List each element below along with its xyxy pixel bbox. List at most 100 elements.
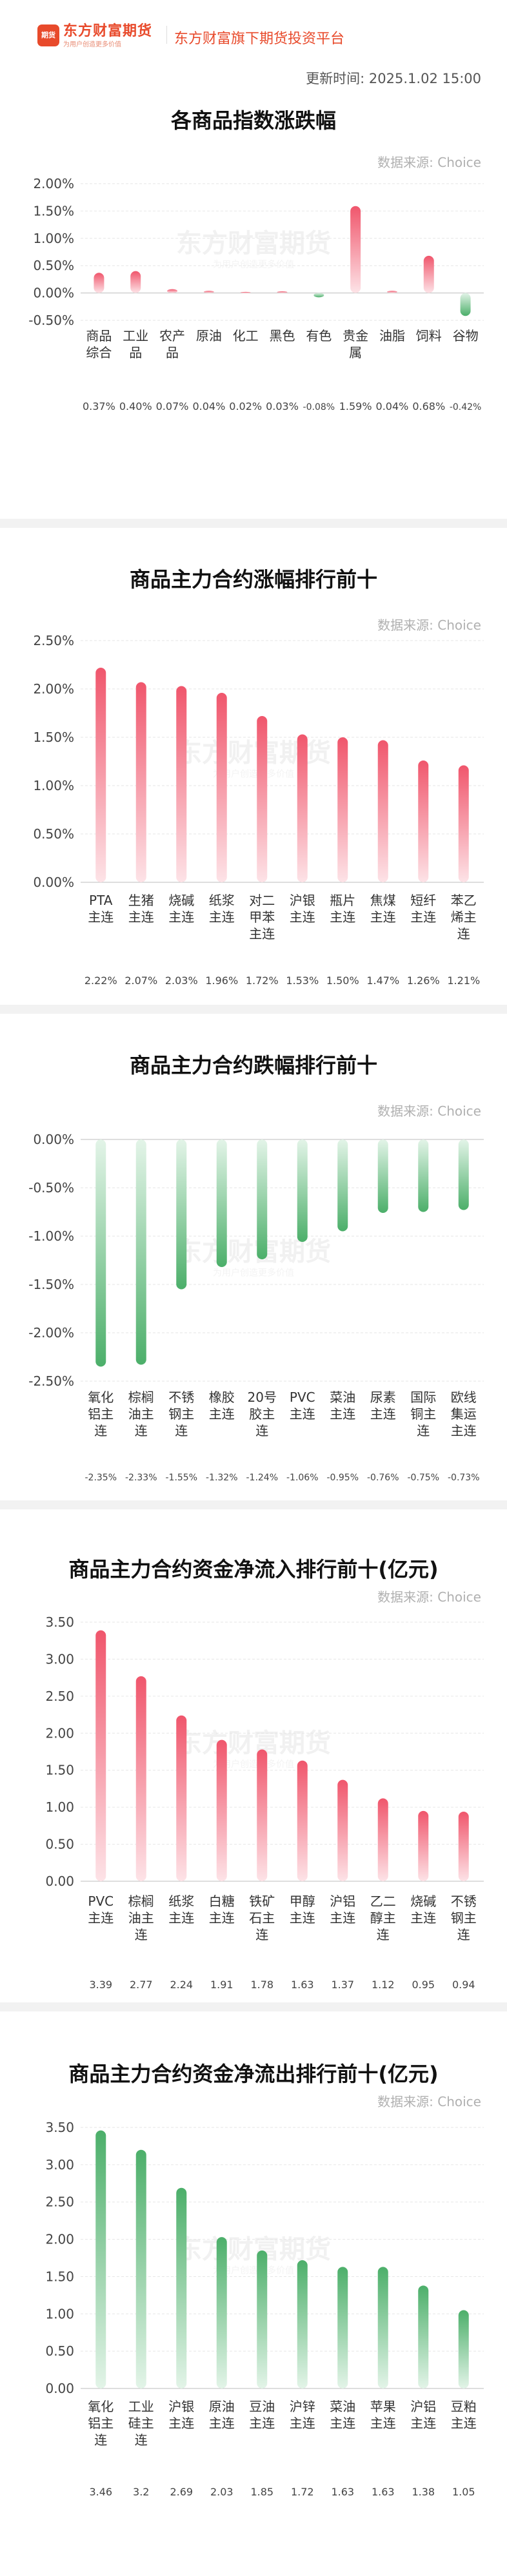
category-label: PVC [88, 1893, 114, 1909]
category-label: 主连 [249, 926, 275, 942]
value-label: -0.75% [407, 1473, 439, 1483]
category-label: 油主 [128, 1910, 154, 1926]
category-label: 烧碱 [168, 893, 194, 908]
value-label: 1.38 [412, 2486, 435, 2498]
value-label: 2.22% [84, 974, 117, 987]
category-label: 工业 [128, 2399, 154, 2414]
y-tick-label: -0.50% [28, 313, 74, 328]
y-tick-label: -1.50% [28, 1277, 74, 1292]
value-label: 1.91 [210, 1979, 234, 1991]
y-tick-label: 3.50 [45, 1614, 74, 1630]
data-source: 数据来源: Choice [377, 155, 481, 170]
value-label: 1.12 [372, 1979, 395, 1991]
category-label: 主连 [330, 909, 355, 925]
category-label: 菜油 [330, 1390, 355, 1405]
y-tick-label: 3.50 [45, 2120, 74, 2135]
value-label: 0.04% [192, 400, 225, 412]
value-label: 0.04% [376, 400, 409, 412]
header-divider [166, 26, 167, 44]
category-label: 沪锌 [290, 2399, 315, 2414]
brand-name: 东方财富期货 [63, 23, 153, 39]
category-label: 农产 [159, 328, 185, 344]
category-label: 谷物 [453, 328, 479, 344]
value-label: 0.03% [266, 400, 299, 412]
value-label: 1.63 [331, 2486, 354, 2498]
bar [216, 693, 227, 882]
y-tick-label: 1.00% [33, 778, 74, 793]
value-label: 1.96% [205, 974, 238, 987]
category-label: 连 [135, 1423, 148, 1438]
bar [460, 293, 471, 316]
y-tick-label: 0.50% [33, 258, 74, 273]
category-label: 烧碱 [410, 1893, 436, 1909]
y-tick-label: 2.50 [45, 1689, 74, 1704]
value-label: 1.47% [366, 974, 399, 987]
y-tick-label: 1.50 [45, 2269, 74, 2284]
category-label: 铁矿 [249, 1893, 275, 1909]
chart-title: 商品主力合约资金净流入排行前十(亿元) [68, 1557, 439, 1582]
value-label: 0.68% [412, 400, 445, 412]
category-label: 主连 [88, 909, 114, 925]
y-tick-label: -1.00% [28, 1228, 74, 1244]
category-label: 钢主 [451, 1910, 477, 1926]
brand-tagline: 为用户创造更多价值 [63, 41, 121, 48]
bar [167, 289, 178, 293]
bar [337, 2267, 348, 2388]
y-tick-label: 2.50% [33, 633, 74, 648]
value-label: 0.40% [119, 400, 152, 412]
section-divider [0, 1005, 507, 1014]
y-tick-label: 0.50 [45, 2343, 74, 2359]
category-label: 主连 [451, 1423, 477, 1438]
category-label: 沪银 [290, 893, 315, 908]
bar [423, 255, 434, 293]
category-label: 油脂 [379, 328, 405, 344]
category-label: 橡胶 [209, 1390, 235, 1405]
section-divider [0, 1500, 507, 1509]
bar [337, 1139, 348, 1232]
bar [95, 1630, 106, 1881]
bar [94, 273, 104, 293]
value-label: -0.76% [367, 1473, 399, 1483]
chart-section-index-change: 各商品指数涨跌幅 数据来源: Choice 东方财富期货 为用户创造更多价值 2.0… [0, 90, 507, 519]
value-label: 1.37 [331, 1979, 354, 1991]
data-source: 数据来源: Choice [377, 617, 481, 633]
bar [257, 716, 268, 882]
y-tick-label: 1.50% [33, 203, 74, 218]
bar [297, 1139, 308, 1242]
category-label: 焦煤 [370, 893, 396, 908]
category-label: 连 [377, 1927, 390, 1942]
y-tick-label: 1.00 [45, 1799, 74, 1815]
category-label: 铜主 [410, 1406, 436, 1422]
category-label: 主连 [209, 2416, 235, 2431]
y-tick-label: -0.50% [28, 1180, 74, 1196]
category-label: 连 [417, 1423, 430, 1438]
y-tick-label: 0.00% [33, 1132, 74, 1147]
value-label: 2.24 [170, 1979, 193, 1991]
bar [176, 1715, 187, 1881]
bar [203, 291, 214, 293]
y-tick-label: 0.00 [45, 1874, 74, 1889]
category-label: 综合 [86, 345, 112, 360]
category-label: 主连 [290, 1910, 315, 1926]
bar [458, 765, 469, 882]
category-label: 贵金 [343, 328, 368, 344]
category-label: 棕榈 [128, 1893, 154, 1909]
value-label: -2.35% [84, 1473, 117, 1483]
category-label: 连 [255, 1423, 268, 1438]
bar [458, 2310, 469, 2388]
category-label: 主连 [330, 1406, 355, 1422]
category-label: 醇主 [370, 1910, 396, 1926]
bar [458, 1812, 469, 1881]
chart-title: 各商品指数涨跌幅 [170, 108, 336, 133]
value-label: 2.77 [130, 1979, 153, 1991]
chart-section-net-outflow: 商品主力合约资金净流出排行前十(亿元) 数据来源: Choice 东方财富期货为… [0, 2011, 507, 2576]
value-label: 2.03% [165, 974, 198, 987]
category-label: 主连 [168, 1910, 194, 1926]
value-label: -0.42% [450, 402, 482, 412]
watermark-text: 东方财富期货 [176, 1237, 331, 1267]
y-tick-label: 2.00 [45, 1725, 74, 1741]
value-label: 2.07% [124, 974, 157, 987]
category-label: 主连 [209, 1406, 235, 1422]
category-label: PTA [89, 893, 113, 908]
data-source: 数据来源: Choice [377, 2094, 481, 2109]
